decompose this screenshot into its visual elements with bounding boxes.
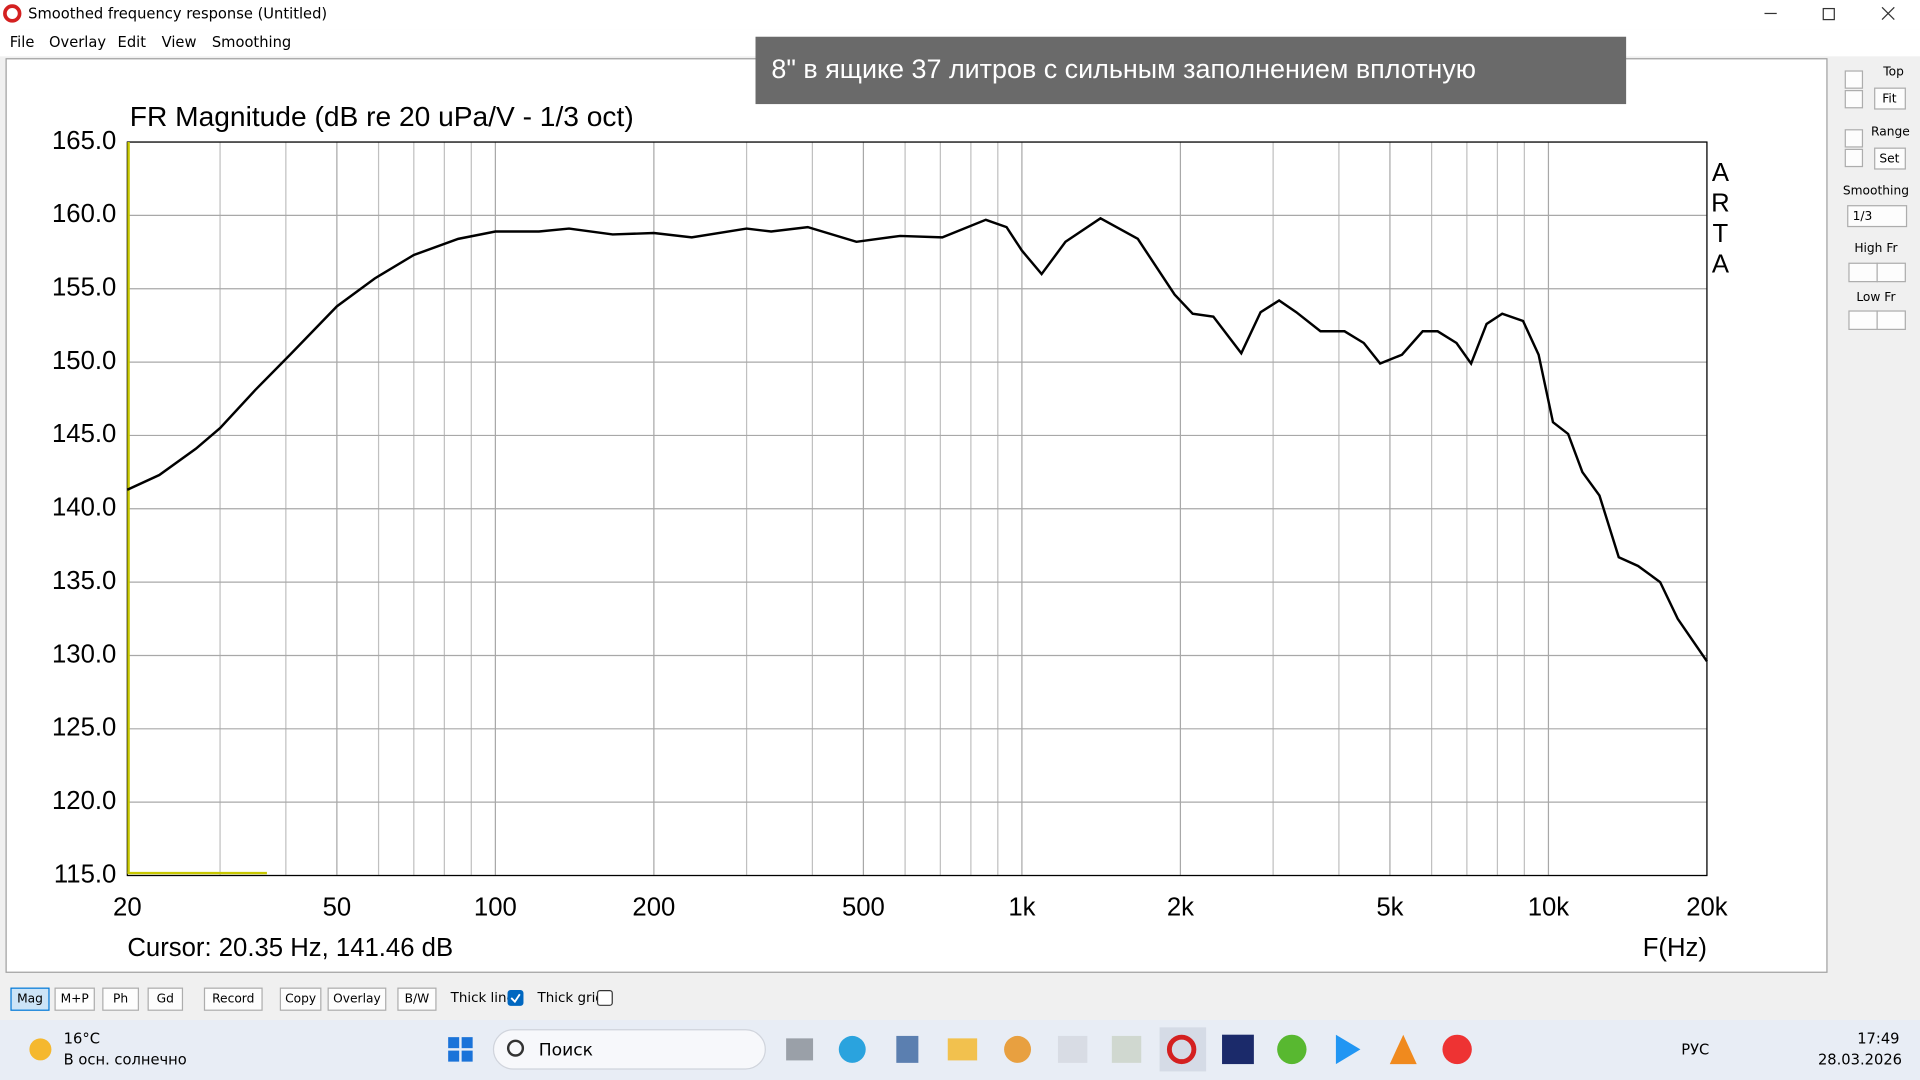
x-tick-label: 5k	[1376, 893, 1403, 921]
range-spinner[interactable]	[1844, 129, 1864, 168]
button-label: Record	[212, 992, 254, 1006]
button-label: Overlay	[333, 992, 381, 1006]
clock-time[interactable]: 17:49	[1857, 1031, 1899, 1048]
toolbar-button[interactable]	[203, 987, 263, 1011]
top-spinner[interactable]	[1844, 70, 1864, 109]
x-tick-label: 10k	[1528, 893, 1570, 921]
smoothing-label: Smoothing	[1843, 184, 1909, 198]
button-label: Ph	[113, 992, 128, 1006]
y-tick-label: 135.0	[52, 567, 116, 595]
window-controls[interactable]	[1764, 6, 1895, 21]
toolbar-button[interactable]	[279, 987, 322, 1011]
banner-box	[755, 36, 1627, 105]
side-panel: Top Fit Range Set Smoothing 1/3 High Fr …	[1843, 65, 1910, 330]
x-tick-label: 100	[474, 893, 517, 921]
y-tick-label: 125.0	[52, 714, 116, 742]
smoothing-select[interactable]: 1/3	[1847, 205, 1908, 228]
y-tick-label: 115.0	[54, 860, 116, 888]
button-label: M+P	[61, 992, 89, 1006]
checkbox[interactable]	[596, 990, 613, 1006]
search-icon	[506, 1039, 525, 1057]
start-button[interactable]	[448, 1037, 473, 1062]
taskbar-apps[interactable]	[786, 1027, 1472, 1072]
search-text: Поиск	[539, 1041, 593, 1061]
button-label: B/W	[405, 992, 430, 1006]
menu-item[interactable]: View	[162, 34, 197, 51]
y-tick-label: 120.0	[52, 787, 116, 815]
low-fr-buttons[interactable]	[1848, 310, 1906, 330]
high-fr-label: High Fr	[1854, 241, 1898, 255]
response-line	[126, 216, 1708, 663]
x-tick-label: 1k	[1008, 893, 1035, 921]
button-label: Copy	[285, 992, 316, 1006]
chart-title: FR Magnitude (dB re 20 uPa/V - 1/3 oct)	[130, 101, 634, 132]
low-fr-label: Low Fr	[1856, 290, 1896, 304]
x-tick-label: 50	[323, 893, 352, 921]
language[interactable]: РУС	[1681, 1042, 1709, 1059]
window-title: Smoothed frequency response (Untitled)	[28, 6, 327, 23]
banner-text: 8" в ящике 37 литров с сильным заполнени…	[771, 54, 1476, 84]
menu-item[interactable]: File	[10, 34, 35, 51]
fit-button[interactable]: Fit	[1874, 87, 1906, 110]
button-label: Gd	[157, 992, 174, 1006]
weather-icon[interactable]	[29, 1038, 52, 1061]
x-tick-label: 2k	[1167, 893, 1194, 921]
fit-label: Fit	[1882, 92, 1897, 106]
y-tick-label: 145.0	[52, 420, 116, 448]
cursor-readout: Cursor: 20.35 Hz, 141.46 dB	[127, 934, 453, 962]
chart-panel	[5, 58, 1828, 973]
y-tick-label: 150.0	[52, 347, 116, 375]
toolbar-button[interactable]	[54, 987, 95, 1011]
toolbar-button[interactable]	[10, 987, 50, 1011]
x-tick-label: 200	[632, 893, 675, 921]
range-label: Range	[1871, 125, 1910, 139]
x-tick-label: 20	[113, 893, 142, 921]
smoothing-value: 1/3	[1853, 209, 1873, 223]
y-tick-label: 130.0	[52, 640, 116, 668]
y-tick-label: 160.0	[52, 200, 116, 228]
menu-item[interactable]: Smoothing	[212, 34, 291, 51]
weather-text: В осн. солнечно	[64, 1051, 187, 1068]
menu-item[interactable]: Overlay	[49, 34, 106, 51]
temperature: 16°C	[64, 1031, 100, 1048]
x-tick-label: 500	[842, 893, 885, 921]
set-button[interactable]: Set	[1874, 147, 1906, 170]
toolbar-button[interactable]	[102, 987, 139, 1011]
top-label: Top	[1882, 65, 1904, 79]
button-label: Mag	[17, 992, 43, 1006]
y-tick-label: 155.0	[52, 274, 116, 302]
search-box[interactable]	[492, 1029, 766, 1070]
toolbar-button[interactable]	[397, 987, 437, 1011]
x-axis-label: F(Hz)	[1643, 934, 1707, 962]
toolbar-button[interactable]	[147, 987, 184, 1011]
watermark: ARTA	[1706, 159, 1734, 281]
title-bar	[0, 0, 1920, 30]
app-icon	[3, 4, 22, 23]
y-tick-label: 140.0	[52, 494, 116, 522]
toolbar-button[interactable]	[327, 987, 387, 1011]
high-fr-buttons[interactable]	[1848, 262, 1906, 283]
checkbox-label: Thick line	[450, 991, 515, 1006]
x-tick-label: 20k	[1686, 893, 1728, 921]
clock-date[interactable]: 28.03.2026	[1818, 1051, 1902, 1068]
checkbox-label: Thick grid	[537, 991, 604, 1006]
checkbox[interactable]	[507, 990, 524, 1006]
checkmark	[510, 993, 521, 1004]
set-label: Set	[1879, 152, 1899, 166]
menu-item[interactable]: Edit	[118, 34, 147, 51]
y-tick-label: 165.0	[52, 127, 116, 155]
